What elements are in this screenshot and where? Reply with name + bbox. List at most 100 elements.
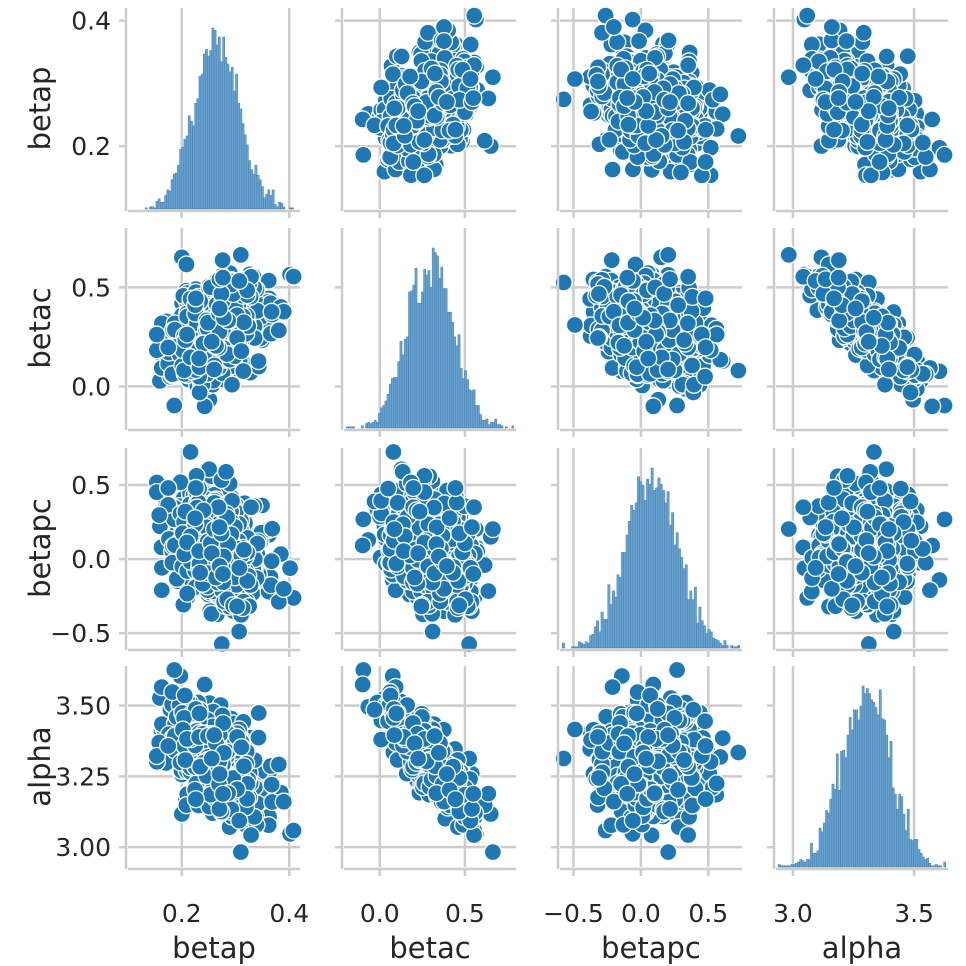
data-point xyxy=(869,67,888,86)
histogram-bar-betap xyxy=(230,67,234,210)
histogram-bar-betapc xyxy=(655,487,659,649)
histogram-bar-betac xyxy=(487,424,491,429)
histogram-bar-betac xyxy=(412,284,416,429)
data-point xyxy=(619,115,638,134)
histogram-bar-alpha xyxy=(861,685,865,868)
data-point xyxy=(354,145,373,165)
histogram-bar-betapc xyxy=(571,646,574,649)
histogram-bar-betapc xyxy=(709,631,713,649)
histogram-bar-betapc xyxy=(623,552,627,649)
data-point xyxy=(637,332,656,351)
histogram-bar-betap xyxy=(282,206,286,210)
histogram-bar-alpha xyxy=(917,849,921,868)
histogram-bar-betapc xyxy=(682,568,686,649)
histogram-bar-betac xyxy=(505,426,508,429)
histogram-bar-betapc xyxy=(689,590,693,649)
histogram-bar-betapc xyxy=(721,645,725,649)
histogram-bar-alpha xyxy=(844,757,848,868)
data-point xyxy=(234,361,253,381)
data-point xyxy=(668,296,688,315)
histogram-bar-alpha xyxy=(894,793,897,868)
data-point xyxy=(679,267,698,286)
scatter-panel-betac-vs-alpha xyxy=(779,245,954,416)
histogram-bar-alpha xyxy=(808,859,811,868)
histogram-bar-betac xyxy=(365,423,368,429)
data-point xyxy=(231,245,250,265)
histogram-bar-betapc xyxy=(673,544,677,649)
histogram-bar-alpha xyxy=(838,790,841,868)
histogram-bar-alpha xyxy=(810,842,813,868)
histogram-bar-betap xyxy=(237,103,241,210)
histogram-bar-alpha xyxy=(799,859,803,868)
histogram-bar-betac xyxy=(376,422,379,429)
histogram-bar-betap xyxy=(190,121,193,210)
histogram-bar-alpha xyxy=(812,852,815,868)
data-point xyxy=(205,360,224,379)
histogram-bar-betapc xyxy=(668,524,672,649)
histogram-bar-alpha xyxy=(805,859,809,868)
histogram-bar-alpha xyxy=(840,751,843,868)
histogram-bar-betac xyxy=(453,336,457,429)
histogram-bar-alpha xyxy=(829,798,833,868)
data-point xyxy=(186,289,205,308)
histogram-bar-betapc xyxy=(680,557,684,649)
histogram-bar-betapc xyxy=(703,625,706,649)
histogram-bar-betap xyxy=(233,90,236,210)
histogram-bar-betap xyxy=(153,207,157,210)
histogram-bar-betapc xyxy=(612,590,615,649)
histogram-bar-betapc xyxy=(577,641,581,649)
histogram-bar-alpha xyxy=(926,857,929,868)
histogram-bar-betac xyxy=(391,378,394,429)
data-point xyxy=(829,268,848,287)
histogram-bar-betac xyxy=(483,419,487,429)
histogram-bar-betac xyxy=(350,426,353,429)
data-point xyxy=(660,92,680,112)
histogram-bar-betapc xyxy=(607,584,611,649)
data-point xyxy=(262,302,281,321)
histogram-bar-alpha xyxy=(827,812,830,868)
histogram-bar-alpha xyxy=(896,808,899,868)
histogram-bar-betapc xyxy=(664,502,668,649)
histogram-bar-betapc xyxy=(573,646,577,649)
data-point xyxy=(202,332,221,351)
histogram-bar-betac xyxy=(352,426,356,429)
histogram-bar-betap xyxy=(187,115,191,210)
histogram-bar-betapc xyxy=(575,646,579,649)
data-point xyxy=(846,92,865,112)
histogram-bar-alpha xyxy=(792,864,796,868)
histogram-bar-betap xyxy=(276,206,279,210)
data-point xyxy=(603,160,622,179)
histogram-bar-alpha xyxy=(857,719,861,868)
histogram-bar-alpha xyxy=(909,839,912,868)
data-point xyxy=(213,268,233,287)
data-point xyxy=(659,31,678,50)
data-point xyxy=(667,396,687,415)
histogram-bar-betac xyxy=(438,278,442,429)
histogram-bar-alpha xyxy=(818,827,822,868)
scatter-panel-betac-vs-betapc xyxy=(554,245,748,416)
histogram-bar-alpha xyxy=(863,693,867,868)
histogram-bar-betac xyxy=(477,405,480,429)
histogram-bar-betac xyxy=(360,425,364,429)
histogram-bar-betac xyxy=(496,424,500,429)
scatter-panel-betap-vs-alpha xyxy=(779,6,954,185)
data-point xyxy=(696,338,715,357)
data-point xyxy=(711,85,730,104)
histogram-bar-alpha xyxy=(866,688,869,868)
histograms xyxy=(144,27,947,868)
histogram-bar-alpha xyxy=(911,840,914,868)
histogram-bar-betap xyxy=(205,49,208,210)
data-point xyxy=(658,360,678,379)
data-point xyxy=(623,69,643,89)
histogram-bar-alpha xyxy=(801,860,805,868)
histogram-bar-betac xyxy=(380,407,383,429)
histogram-bar-betapc xyxy=(675,532,679,649)
data-point xyxy=(935,145,954,165)
histogram-bar-betapc xyxy=(646,478,649,649)
histogram-bar-betac xyxy=(451,322,454,429)
histogram-bar-betac xyxy=(408,291,411,429)
data-point xyxy=(794,56,813,75)
histogram-bar-betapc xyxy=(596,620,599,649)
histogram-bar-betac xyxy=(462,378,465,429)
